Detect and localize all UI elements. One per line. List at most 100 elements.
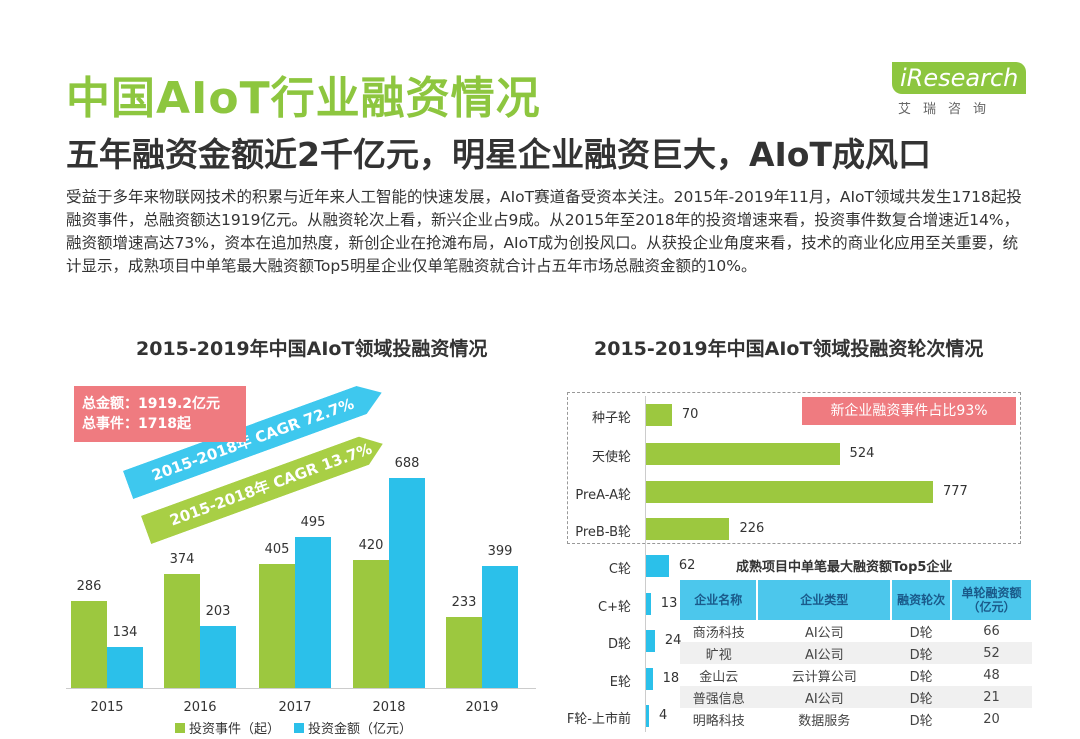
top5-table: 企业名称 企业类型 融资轮次 单轮融资额（亿元） 商汤科技 AI公司 D轮 66 旷视 AI公司…	[680, 580, 1033, 730]
bar-amount-2016	[200, 626, 236, 688]
new-company-highlight	[567, 392, 1021, 544]
x-tick-label: 2016	[183, 700, 217, 715]
round-label: C轮	[608, 562, 631, 577]
table-cell: D轮	[909, 713, 933, 729]
table-header: 融资轮次	[891, 580, 953, 620]
table-cell: AI公司	[757, 686, 892, 708]
logo-text: iResearch	[892, 62, 1027, 94]
value-label: 399	[487, 544, 513, 560]
bar-amount-2019	[482, 566, 518, 688]
value-label: 405	[264, 542, 290, 558]
value-label: 420	[358, 537, 384, 553]
round-value: 4	[659, 708, 668, 723]
table-cell: D轮	[909, 669, 933, 685]
x-tick-label: 2019	[465, 700, 499, 715]
table-cell: 商汤科技	[692, 625, 745, 641]
round-label: 天使轮	[591, 450, 631, 465]
table-cell: 21	[951, 686, 1032, 708]
bar-events-2015	[71, 600, 107, 688]
round-value: 18	[662, 671, 680, 686]
table-cell: 48	[983, 667, 1000, 683]
round-value: 13	[660, 596, 678, 611]
table-cell: D轮	[891, 642, 952, 664]
intro-paragraph: 受益于多年来物联网技术的积累与近年来人工智能的快速发展，AIoT赛道备受资本关注…	[66, 188, 1022, 275]
round-label: C+轮	[598, 600, 631, 615]
table-cell: AI公司	[804, 625, 844, 641]
value-label: 286	[76, 578, 102, 594]
table-cell: 云计算公司	[791, 669, 857, 685]
round-value: 777	[943, 484, 968, 499]
round-bar	[646, 705, 649, 727]
table-cell: 旷视	[680, 642, 758, 664]
totals-box: 总金额：1919.2亿元 总事件：1718起	[74, 386, 246, 442]
table-row: 商汤科技 AI公司 D轮 66	[680, 620, 1032, 642]
right-chart-title: 2015-2019年中国AIoT领域投融资轮次情况	[594, 338, 984, 360]
round-value: 24	[664, 633, 682, 648]
round-label: PreB-B轮	[575, 525, 631, 540]
x-axis	[66, 688, 536, 689]
round-bar	[646, 481, 933, 503]
value-label: 374	[169, 551, 195, 567]
total-amount: 总金额：1919.2亿元	[82, 396, 221, 412]
bar-amount-2018	[389, 478, 425, 688]
round-bar	[646, 668, 653, 690]
y-axis	[645, 396, 646, 732]
table-cell: 66	[983, 623, 1000, 639]
logo-cn: 艾瑞咨询	[898, 102, 999, 117]
table-cell: 金山云	[699, 669, 739, 685]
round-bar	[646, 404, 672, 426]
table-row: 金山云 云计算公司 D轮 48	[680, 664, 1032, 686]
left-chart-title: 2015-2019年中国AIoT领域投融资情况	[136, 338, 488, 360]
table-cell: AI公司	[757, 642, 892, 664]
round-bar	[646, 443, 840, 465]
table-cell: 数据服务	[798, 713, 851, 729]
table-cell: 普强信息	[680, 686, 758, 708]
table-cell: 52	[951, 642, 1032, 664]
iresearch-logo: iResearch 艾瑞咨询	[892, 62, 1032, 117]
top5-table-title: 成熟项目中单笔最大融资额Top5企业	[736, 560, 953, 575]
round-label: E轮	[609, 675, 631, 690]
bar-events-2017	[259, 564, 295, 688]
round-bar	[646, 630, 655, 652]
round-value: 70	[681, 407, 699, 422]
table-row: 普强信息 AI公司 D轮 21	[680, 686, 1032, 708]
table-cell: D轮	[909, 625, 933, 641]
value-label: 203	[205, 604, 231, 620]
table-header: 企业类型	[757, 580, 893, 620]
x-tick-label: 2015	[90, 700, 124, 715]
value-label: 134	[112, 625, 138, 641]
x-tick-label: 2017	[278, 700, 312, 715]
value-label: 688	[394, 456, 420, 471]
bar-amount-2017	[295, 536, 331, 688]
table-header: 企业名称	[680, 580, 759, 620]
value-label: 495	[300, 514, 326, 530]
round-label: PreA-A轮	[575, 488, 631, 503]
round-bar	[646, 555, 669, 577]
round-value: 62	[678, 558, 696, 573]
round-label: F轮-上市前	[566, 712, 631, 727]
total-events: 总事件：1718起	[82, 416, 191, 432]
round-label: 种子轮	[591, 411, 631, 426]
x-tick-label: 2018	[372, 700, 406, 715]
bar-events-2016	[164, 573, 200, 688]
round-label: D轮	[607, 637, 631, 652]
table-cell: D轮	[891, 686, 952, 708]
legend: 投资事件（起） 投资金额（亿元）	[175, 718, 412, 737]
table-cell: 20	[983, 711, 1000, 727]
page-subtitle: 五年融资金额近2千亿元，明星企业融资巨大，AIoT成风口	[66, 135, 931, 174]
value-label: 233	[451, 594, 477, 610]
round-bar	[646, 593, 651, 615]
table-header: 单轮融资额（亿元）	[951, 580, 1033, 620]
table-row: 旷视 AI公司 D轮 52	[680, 642, 1032, 664]
round-bar	[646, 518, 730, 540]
legend-events: 投资事件（起）	[175, 718, 280, 737]
bar-events-2018	[353, 559, 389, 688]
round-value: 226	[739, 521, 765, 536]
bar-amount-2015	[107, 647, 143, 688]
table-row: 明略科技 数据服务 D轮 20	[680, 708, 1032, 730]
legend-amount: 投资金额（亿元）	[294, 718, 412, 737]
page-title: 中国AIoT行业融资情况	[66, 73, 541, 124]
new-company-share-label: 新企业融资事件占比93%	[802, 397, 1016, 425]
round-value: 524	[849, 446, 875, 461]
table-cell: 明略科技	[692, 713, 745, 729]
